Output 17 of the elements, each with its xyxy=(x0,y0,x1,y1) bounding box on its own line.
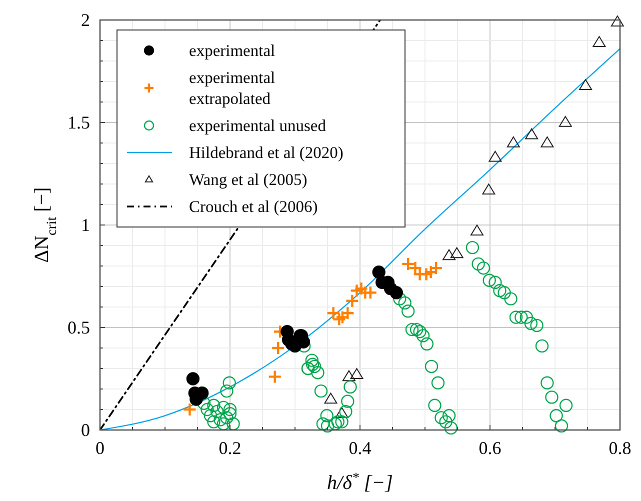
legend-label: experimental xyxy=(189,40,276,60)
legend-label: Hildebrand et al (2020) xyxy=(189,142,344,162)
y-tick-label: 0.5 xyxy=(68,318,90,338)
x-tick-label: 0.2 xyxy=(218,438,242,458)
y-tick-label: 2 xyxy=(81,10,90,30)
legend-label: Wang et al (2005) xyxy=(189,170,308,189)
x-tick-label: 0.8 xyxy=(608,438,632,458)
x-tick-label: 0.4 xyxy=(348,438,372,458)
x-tick-label: 0.6 xyxy=(478,438,502,458)
legend-label: experimental unused xyxy=(189,116,327,135)
legend-label: experimental extrapolated xyxy=(189,68,276,108)
y-tick-label: 1.5 xyxy=(68,112,90,132)
x-tick-label: 0 xyxy=(96,438,104,458)
y-tick-label: 1 xyxy=(81,215,90,235)
y-tick-label: 0 xyxy=(81,420,90,440)
legend-label: Crouch et al (2006) xyxy=(189,196,318,216)
x-axis-title: h/δ$^{*}$ [−] xyxy=(327,470,393,494)
